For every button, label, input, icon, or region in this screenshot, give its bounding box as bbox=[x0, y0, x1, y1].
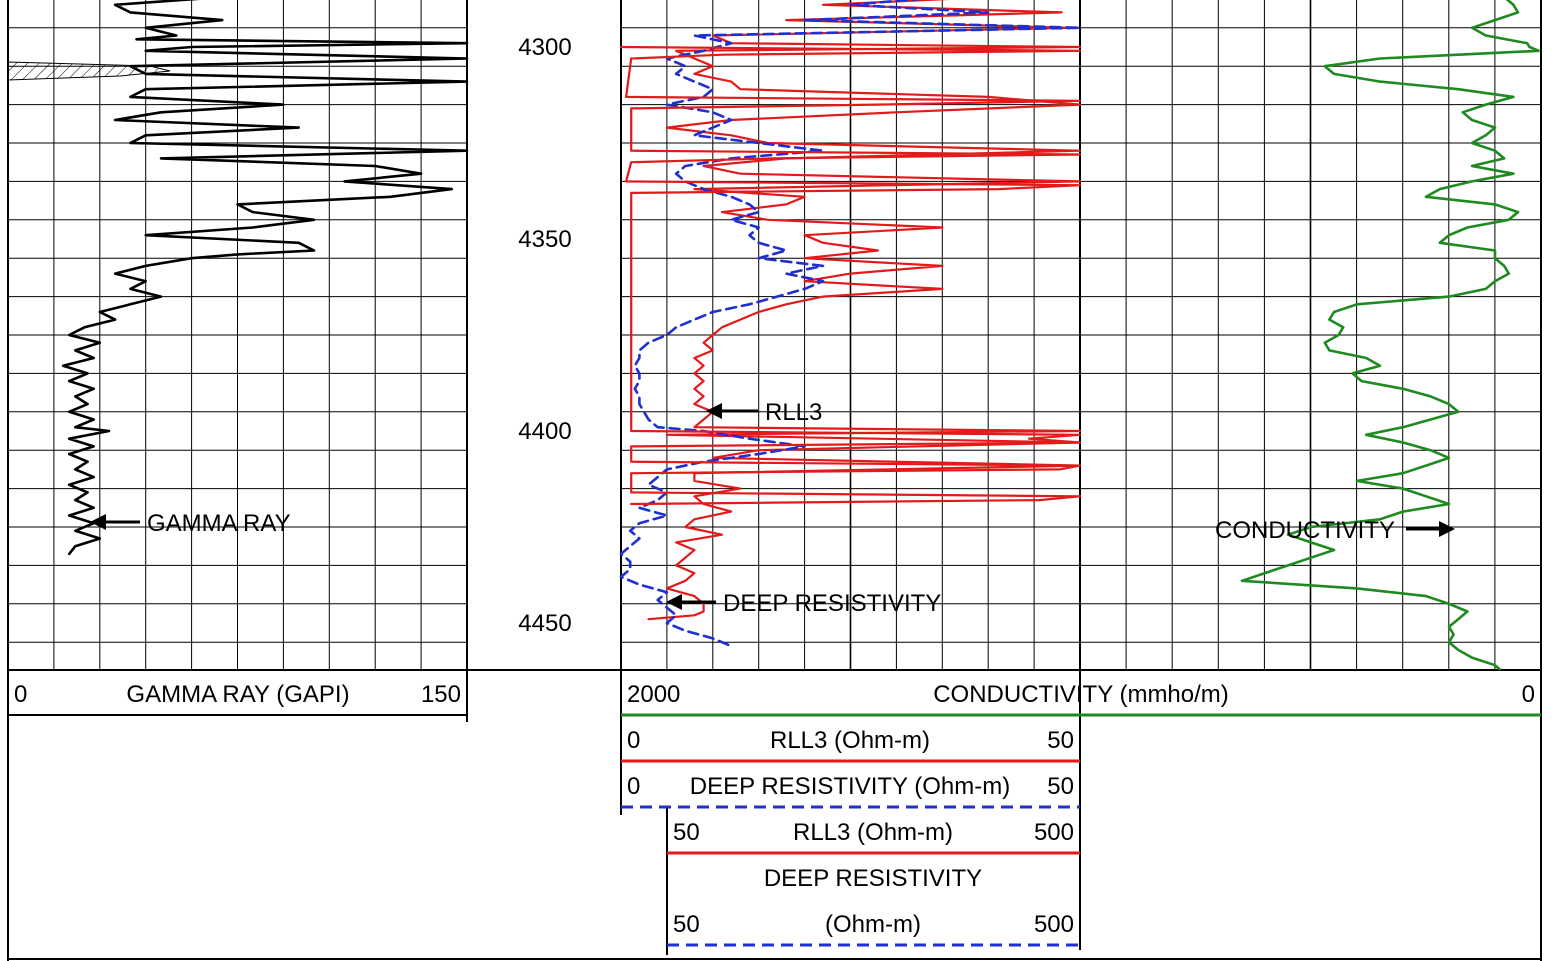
rll3-backup-scale-right: 500 bbox=[1034, 819, 1074, 846]
rll3-curve bbox=[619, 45, 1082, 506]
depth-label: 4350 bbox=[518, 226, 571, 253]
track-borders bbox=[7, 0, 1542, 961]
deep-linear-scale-left: 0 bbox=[627, 773, 640, 800]
gamma-track-grid bbox=[8, 0, 467, 670]
annotations: GAMMA RAY RLL3 DEEP RESISTIVITY CONDUCTI… bbox=[90, 399, 1455, 617]
deep-backup-scale-title-line1: DEEP RESISTIVITY bbox=[764, 865, 982, 892]
depth-labels: 4300 4350 4400 4450 bbox=[518, 34, 571, 637]
gamma-scale-title: GAMMA RAY (GAPI) bbox=[126, 681, 349, 708]
rll3-backup-scale-left: 50 bbox=[673, 819, 700, 846]
gamma-scale-right: 150 bbox=[421, 681, 461, 708]
deep-linear-scale-title: DEEP RESISTIVITY (Ohm-m) bbox=[690, 773, 1011, 800]
deep-linear-scale-right: 50 bbox=[1047, 773, 1074, 800]
rll3-annotation: RLL3 bbox=[765, 399, 822, 426]
rll3-arrowhead bbox=[706, 403, 722, 419]
conductivity-curve bbox=[1240, 0, 1540, 671]
depth-label: 4400 bbox=[518, 418, 571, 445]
depth-label: 4300 bbox=[518, 34, 571, 61]
deep-backup-scale-left: 50 bbox=[673, 911, 700, 938]
gamma-ray-scale: 0 GAMMA RAY (GAPI) 150 bbox=[14, 681, 461, 708]
rll3-linear-scale-left: 0 bbox=[627, 727, 640, 754]
deep-resistivity-arrowhead bbox=[666, 594, 682, 610]
conductivity-scale-right: 0 bbox=[1522, 681, 1535, 708]
gamma-ray-arrowhead bbox=[90, 514, 106, 530]
deep-resistivity-annotation: DEEP RESISTIVITY bbox=[723, 590, 941, 617]
conductivity-scale-left: 2000 bbox=[627, 681, 680, 708]
rll3-linear-scale-title: RLL3 (Ohm-m) bbox=[770, 727, 930, 754]
rll3-curve bbox=[647, 0, 1082, 621]
gamma-ray-curve bbox=[61, 0, 469, 556]
conductivity-scale-title: CONDUCTIVITY (mmho/m) bbox=[933, 681, 1229, 708]
depth-label: 4450 bbox=[518, 610, 571, 637]
deep-backup-scale-right: 500 bbox=[1034, 911, 1074, 938]
rll3-backup-scale-title: RLL3 (Ohm-m) bbox=[793, 819, 953, 846]
log-curves bbox=[61, 0, 1540, 671]
deep-resistivity-curve bbox=[619, 0, 1082, 648]
gamma-ray-annotation: GAMMA RAY bbox=[147, 510, 291, 537]
conductivity-arrowhead bbox=[1439, 521, 1455, 537]
resistivity-scale-headers: 2000 CONDUCTIVITY (mmho/m) 0 0 RLL3 (Ohm… bbox=[621, 681, 1541, 947]
gamma-scale-left: 0 bbox=[14, 681, 27, 708]
rll3-linear-scale-right: 50 bbox=[1047, 727, 1074, 754]
conductivity-annotation: CONDUCTIVITY bbox=[1215, 517, 1395, 544]
deep-backup-scale-title-line2: (Ohm-m) bbox=[825, 911, 921, 938]
